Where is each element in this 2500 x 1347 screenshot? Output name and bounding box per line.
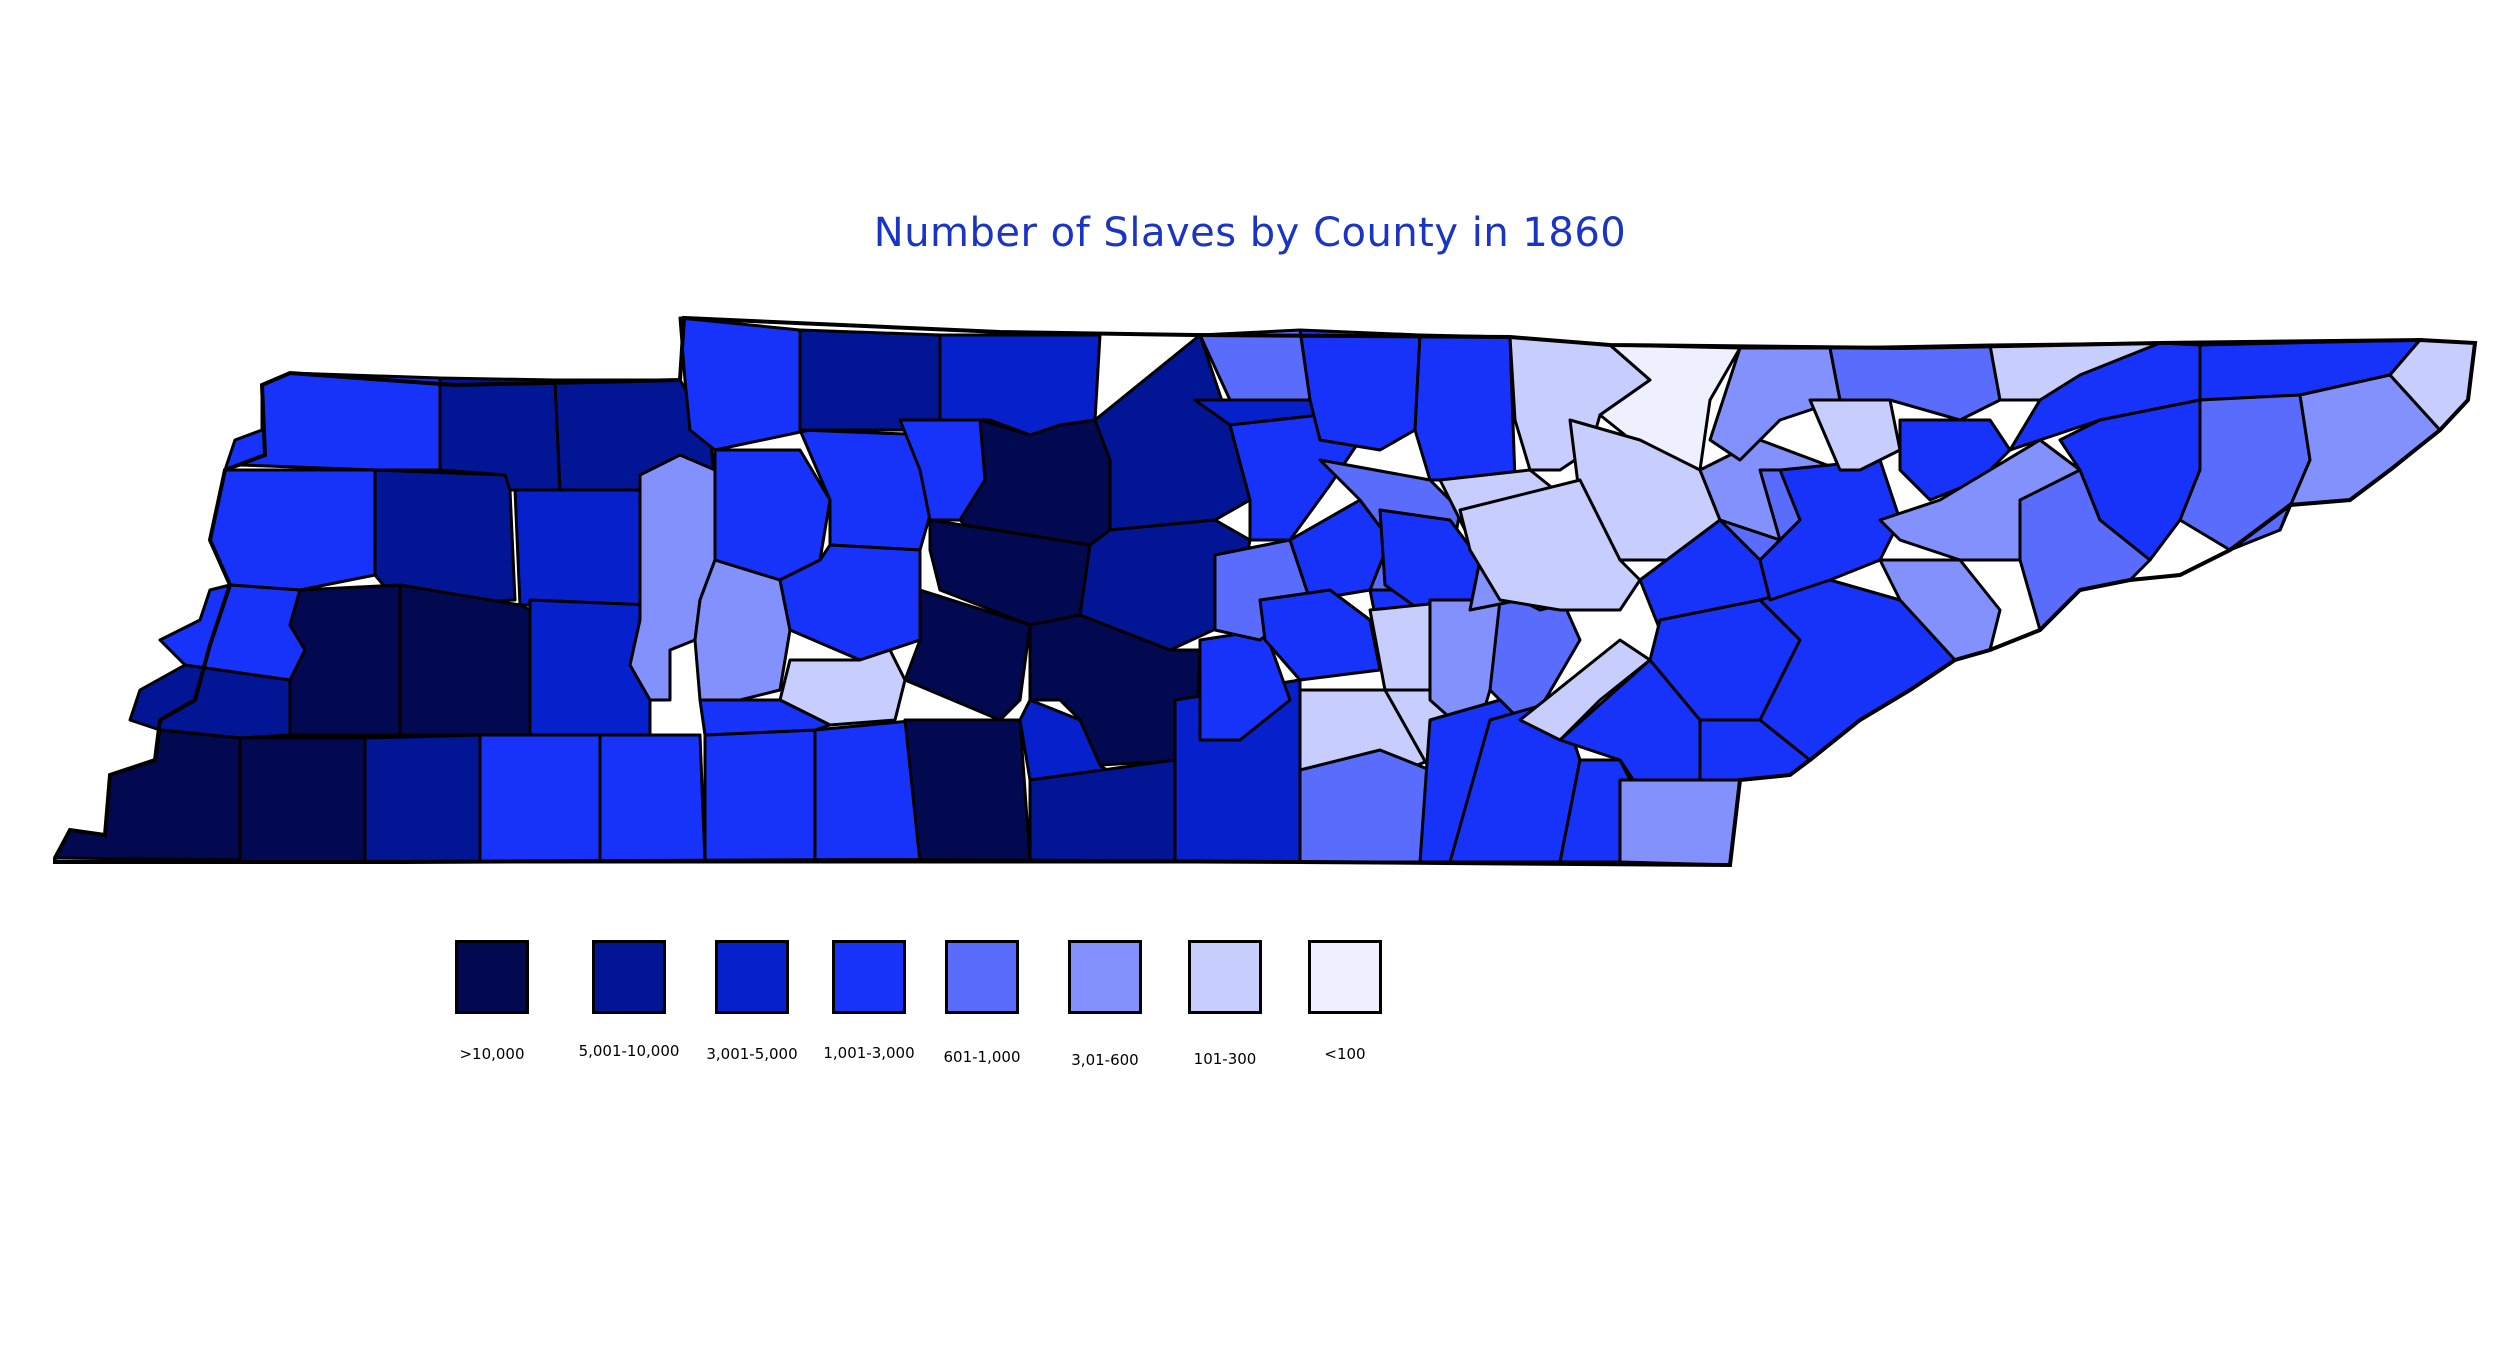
county-79 <box>1808 398 1902 472</box>
legend-label-1: >10,000 <box>459 1045 525 1063</box>
county-21 <box>693 558 792 702</box>
county-6 <box>513 488 662 607</box>
county-24 <box>778 543 922 662</box>
legend-label-6: 3,01-600 <box>1071 1051 1139 1069</box>
legend-label-8: <100 <box>1324 1045 1366 1063</box>
county-47 <box>1298 328 1422 452</box>
legend-swatch-5 <box>945 940 1019 1014</box>
map-title: Number of Slaves by County in 1860 <box>873 210 1627 256</box>
legend-swatch-8 <box>1308 940 1382 1014</box>
county-28 <box>798 328 942 432</box>
state-outline <box>53 315 2478 868</box>
county-78 <box>1758 458 1902 602</box>
county-22 <box>713 448 832 582</box>
county-27 <box>678 316 812 452</box>
county-8 <box>288 583 402 737</box>
legend-label-3: 3,001-5,000 <box>706 1045 798 1063</box>
county-34 <box>903 718 1032 864</box>
county-11 <box>128 663 292 740</box>
county-26 <box>698 698 832 737</box>
county-13 <box>238 736 367 864</box>
county-5 <box>373 468 517 607</box>
county-89 <box>2178 393 2312 552</box>
legend-swatch-6 <box>1068 940 1142 1014</box>
county-31 <box>958 418 1112 547</box>
legend-swatch-1 <box>455 940 529 1014</box>
legend-swatch-3 <box>715 940 789 1014</box>
county-17 <box>703 728 817 864</box>
county-49 <box>1198 328 1312 402</box>
county-55 <box>1298 748 1432 864</box>
legend-swatch-2 <box>592 940 666 1014</box>
county-64 <box>1458 478 1642 612</box>
county-36 <box>1078 518 1252 652</box>
county-15 <box>478 733 602 864</box>
counties-layer <box>53 316 2477 867</box>
county-67 <box>1518 638 1652 742</box>
legend-label-7: 101-300 <box>1193 1050 1257 1068</box>
legend-label-4: 1,001-3,000 <box>823 1044 915 1062</box>
county-1 <box>223 371 442 472</box>
county-18 <box>813 718 922 864</box>
legend-label-2: 5,001-10,000 <box>578 1042 680 1060</box>
county-35 <box>1093 333 1252 532</box>
county-14 <box>363 733 482 864</box>
legend-label-5: 601-1,000 <box>943 1048 1021 1066</box>
legend-swatch-4 <box>832 940 906 1014</box>
legend-swatch-7 <box>1188 940 1262 1014</box>
county-48 <box>1413 333 1517 482</box>
county-70 <box>1618 778 1742 867</box>
county-12 <box>53 728 242 862</box>
county-9 <box>398 583 532 737</box>
county-16 <box>598 733 707 864</box>
county-4 <box>208 468 377 592</box>
